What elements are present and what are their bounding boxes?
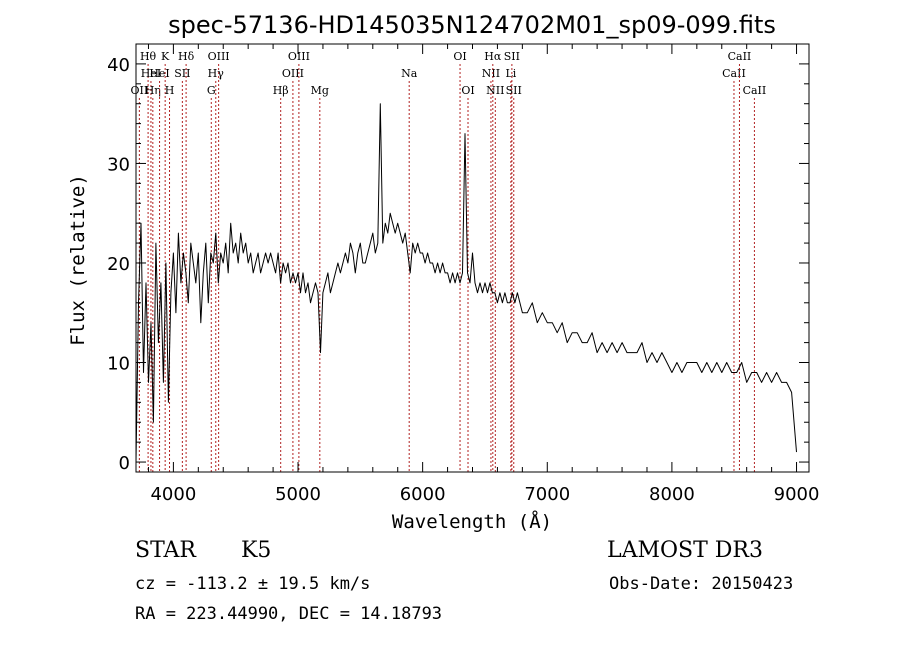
x-tick-label: 6000: [400, 484, 446, 505]
marker-label: SII: [174, 67, 190, 80]
marker-label: Hθ: [140, 50, 157, 63]
marker-label: OIII: [288, 50, 310, 63]
marker-label: Hα: [484, 50, 502, 63]
x-tick-label: 4000: [150, 484, 196, 505]
object-subclass: K5: [241, 538, 272, 563]
coordinates: RA = 223.44990, DEC = 14.18793: [135, 604, 443, 624]
marker-label: OIII: [282, 67, 304, 80]
marker-label: H: [165, 84, 175, 97]
marker-label: NII: [482, 67, 500, 80]
marker-label: Li: [505, 67, 516, 80]
marker-label: SII: [506, 84, 522, 97]
x-tick-label: 5000: [275, 484, 321, 505]
marker-label: Hγ: [208, 67, 225, 80]
marker-label: HeI: [141, 67, 161, 80]
marker-label: OI: [453, 50, 466, 63]
marker-label: OII: [131, 84, 149, 97]
y-tick-label: 40: [107, 55, 130, 76]
marker-label: OIII: [208, 50, 230, 63]
marker-label: HeI: [149, 67, 169, 80]
marker-label: K: [161, 50, 170, 63]
marker-label: CaII: [743, 84, 767, 97]
object-class: STAR: [135, 538, 196, 563]
marker-label: Mg: [311, 84, 329, 97]
x-tick-label: 7000: [524, 484, 570, 505]
y-tick-label: 20: [107, 254, 130, 275]
marker-label: CaII: [722, 67, 746, 80]
marker-label: NII: [486, 84, 504, 97]
redshift-cz: cz = -113.2 ± 19.5 km/s: [135, 574, 371, 594]
x-tick-label: 9000: [774, 484, 820, 505]
chart-title: spec-57136-HD145035N124702M01_sp09-099.f…: [168, 11, 776, 39]
marker-label: Hη: [145, 84, 161, 97]
marker-label: SII: [504, 50, 520, 63]
observation-date: Obs-Date: 20150423: [609, 574, 794, 594]
marker-label: Hδ: [178, 50, 195, 63]
series-line: [135, 103, 797, 463]
spectrum-series: [135, 103, 797, 463]
marker-label: CaII: [728, 50, 752, 63]
y-axis-label: Flux (relative): [67, 174, 89, 346]
marker-label: G: [207, 84, 216, 97]
y-tick-label: 0: [119, 453, 130, 474]
survey-name: LAMOST DR3: [607, 538, 763, 563]
marker-label: Hβ: [273, 84, 289, 97]
marker-label: OI: [461, 84, 474, 97]
marker-label: Na: [401, 67, 418, 80]
x-tick-label: 8000: [649, 484, 695, 505]
y-tick-label: 10: [107, 354, 130, 375]
spectral-line-markers: OIIHθHeIHηHeIKHSIIHδGHγOIIIHβOIIIOIIIMgN…: [131, 50, 767, 472]
y-tick-label: 30: [107, 154, 130, 175]
axes: 4000 5000 6000 7000 8000 9000 0 10 20 30 40: [107, 43, 820, 505]
x-axis-label: Wavelength (Å): [392, 510, 552, 533]
